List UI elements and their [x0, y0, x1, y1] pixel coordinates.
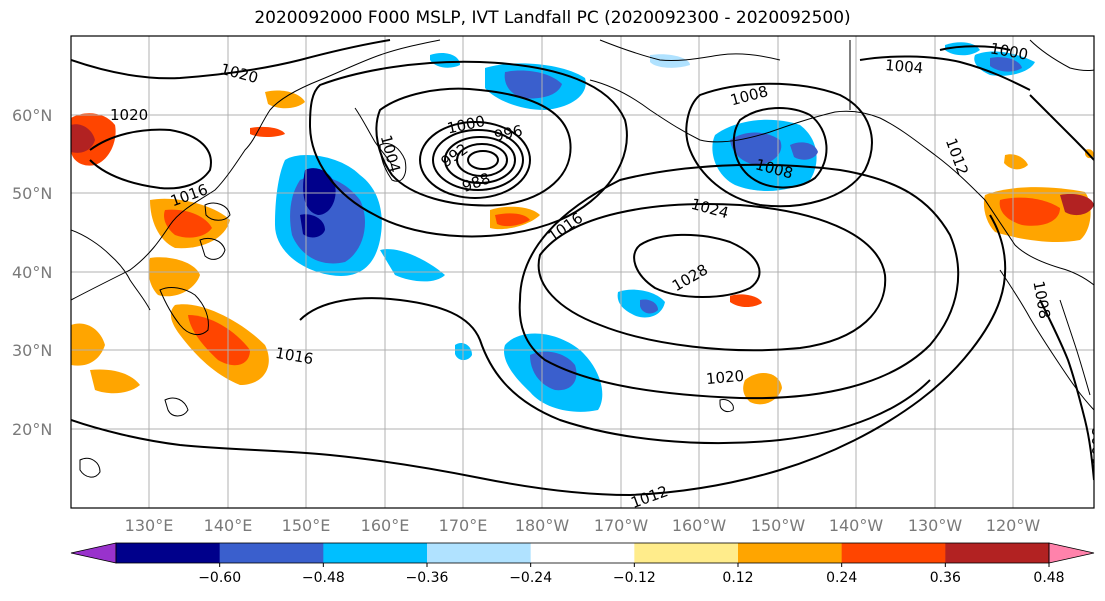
colorbar-segment: [427, 543, 532, 563]
lat-label-60n: 60°N: [12, 106, 52, 125]
colorbar-extend-high: [1048, 542, 1095, 564]
colorbar-segment: [530, 543, 635, 563]
colorbar-segment: [219, 543, 324, 563]
colorbar-tick-label: −0.24: [509, 570, 552, 586]
ivt-positive-shading: [71, 90, 1094, 405]
lon-label: 150°W: [751, 516, 806, 535]
lon-label: 130°W: [908, 516, 963, 535]
map-title: 2020092000 F000 MSLP, IVT Landfall PC (2…: [254, 8, 851, 28]
lon-label: 120°W: [986, 516, 1041, 535]
colorbar-segment: [945, 543, 1050, 563]
colorbar-segment: [738, 543, 843, 563]
longitude-labels: 130°E 140°E 150°E 160°E 170°E 180°W 170°…: [125, 516, 1041, 535]
lon-label: 160°E: [361, 516, 410, 535]
map-frame: [70, 35, 1095, 509]
lon-label: 150°E: [282, 516, 331, 535]
colorbar-extend-low: [70, 542, 117, 564]
colorbar-tick-label: −0.48: [302, 570, 345, 586]
lon-label: 170°W: [594, 516, 649, 535]
colorbar: −0.60 −0.48 −0.36 −0.24 −0.12 0.12 0.24 0.36 0.4…: [70, 542, 1095, 586]
lon-label: 170°E: [439, 516, 488, 535]
mslp-contours: [71, 39, 1094, 497]
lat-label-20n: 20°N: [12, 420, 52, 439]
colorbar-segment: [634, 543, 739, 563]
lon-label: 140°E: [204, 516, 253, 535]
colorbar-tick-label: 0.48: [1033, 570, 1064, 586]
lon-label: 160°W: [672, 516, 727, 535]
colorbar-segment: [841, 543, 946, 563]
contour-label: 1004: [884, 56, 924, 77]
colorbar-tick-label: 0.36: [930, 570, 961, 586]
contour-label: 1020: [705, 367, 745, 388]
colorbar-tick-label: −0.12: [613, 570, 656, 586]
lon-label: 180°W: [515, 516, 570, 535]
contour-label: 1008: [1089, 427, 1105, 465]
lon-label: 130°E: [125, 516, 174, 535]
lat-label-30n: 30°N: [12, 341, 52, 360]
contour-label: 996: [492, 122, 524, 146]
colorbar-tick-label: 0.24: [826, 570, 857, 586]
colorbar-segment: [323, 543, 428, 563]
colorbar-outline: [115, 542, 1050, 564]
lat-label-50n: 50°N: [12, 184, 52, 203]
lon-label: 140°W: [829, 516, 884, 535]
colorbar-tick-label: 0.12: [722, 570, 753, 586]
colorbar-segment: [116, 543, 221, 563]
lat-label-40n: 40°N: [12, 263, 52, 282]
graticule: [71, 36, 1094, 508]
latitude-labels: 60°N 50°N 40°N 30°N 20°N: [12, 106, 52, 439]
colorbar-tick-label: −0.60: [198, 570, 241, 586]
colorbar-tick-label: −0.36: [406, 570, 449, 586]
contour-label: 1020: [110, 106, 148, 124]
